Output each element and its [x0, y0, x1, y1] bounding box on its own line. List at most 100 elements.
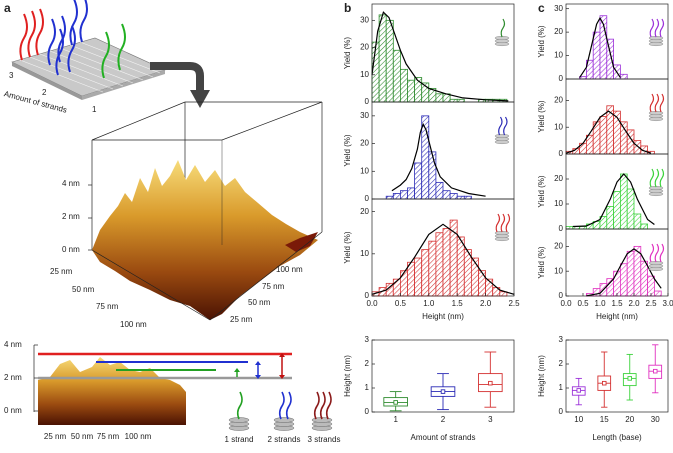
strand	[500, 18, 506, 38]
y-tick-label: 0	[559, 407, 564, 416]
y-label: 25 nm	[230, 315, 253, 324]
x-tick-label: 0.5	[577, 299, 589, 308]
bar	[442, 190, 451, 200]
x-tick-label: 2.0	[628, 299, 640, 308]
y-tick-label: 20	[360, 43, 369, 52]
bar	[620, 121, 628, 155]
strand-count: 2	[42, 88, 47, 97]
y-axis-label: Yield (%)	[343, 134, 352, 166]
strand	[654, 168, 660, 188]
y-tick-label: 20	[554, 27, 563, 36]
bar	[456, 195, 465, 200]
strand-icon	[648, 18, 665, 47]
z-label: 2 nm	[4, 373, 22, 382]
z-label: 4 nm	[62, 179, 80, 188]
bar	[633, 213, 642, 230]
strand	[649, 168, 655, 188]
strand	[649, 93, 655, 113]
y-tick-label: 30	[360, 15, 369, 24]
x-tick-label: 0.0	[560, 299, 572, 308]
bar	[592, 31, 601, 80]
strand	[649, 243, 655, 263]
y-tick-label: 1	[365, 383, 370, 392]
x-label: 50 nm	[71, 432, 94, 441]
strand-count: 3	[9, 71, 14, 80]
x-label: 100 nm	[125, 432, 152, 441]
x-tick-label: 20	[625, 415, 634, 424]
mean	[653, 368, 658, 374]
bar	[620, 73, 628, 80]
y-tick-label: 3	[559, 335, 564, 344]
y-tick-label: 10	[360, 70, 369, 79]
fit-curve	[391, 122, 486, 197]
x-tick-label: 2	[441, 415, 446, 424]
x-tick-label: 1.0	[423, 299, 435, 308]
y-tick-label: 10	[554, 266, 563, 275]
y-axis-label: Yield (%)	[537, 246, 546, 278]
plot-frame	[371, 198, 515, 297]
bar	[399, 190, 408, 200]
mean	[440, 389, 446, 394]
z-label: 2 nm	[62, 212, 80, 221]
z-label: 4 nm	[4, 340, 22, 349]
y-tick-label: 10	[360, 249, 369, 258]
x-tick-label: 30	[651, 415, 660, 424]
y-tick-label: 20	[554, 174, 563, 183]
x-axis-label: Height (nm)	[422, 312, 464, 321]
x-tick-label: 2.5	[508, 299, 520, 308]
strand-icon	[648, 168, 665, 196]
strand-icon	[494, 213, 511, 241]
bar	[599, 116, 608, 155]
y-tick-label: 3	[365, 335, 370, 344]
y-tick-label: 0	[365, 97, 370, 106]
bar	[586, 134, 594, 155]
strand-icon	[648, 93, 665, 121]
strand	[495, 213, 501, 233]
y-axis-label: Yield (%)	[343, 37, 352, 69]
y-tick-label: 10	[360, 166, 369, 175]
x-tick-label: 15	[600, 415, 609, 424]
bar	[399, 68, 408, 103]
x-tick-label: 1.5	[452, 299, 464, 308]
bar	[407, 79, 415, 103]
y-tick-label: 2	[365, 359, 370, 368]
strand	[659, 168, 665, 188]
bar	[414, 257, 423, 297]
fit-curve	[565, 110, 652, 154]
bar	[626, 250, 635, 297]
bar	[392, 193, 401, 200]
y-label: 50 nm	[248, 298, 271, 307]
y-axis-label: Yield (%)	[343, 231, 352, 263]
fit-curve	[586, 248, 662, 297]
bar	[449, 193, 458, 200]
schematic	[11, 0, 210, 108]
y-tick-label: 10	[554, 122, 563, 131]
legend-label: 2 strands	[268, 435, 301, 444]
bar	[435, 181, 444, 200]
bar	[449, 98, 458, 103]
strand-icon	[648, 243, 665, 272]
mean	[602, 380, 607, 386]
x-tick-label: 2.0	[480, 299, 492, 308]
strand	[498, 116, 503, 136]
bar	[620, 263, 628, 297]
bar	[478, 270, 486, 297]
y-axis-label: Yield (%)	[537, 100, 546, 132]
x-axis-label: Amount of strands	[411, 433, 476, 442]
plate	[494, 133, 510, 138]
bar	[428, 240, 437, 297]
bar	[613, 270, 621, 297]
bar	[414, 162, 423, 200]
x-tick-label: 10	[574, 415, 583, 424]
bar	[579, 226, 587, 230]
panel-label: b	[344, 1, 351, 15]
y-label: 75 nm	[262, 282, 285, 291]
strand	[503, 116, 508, 136]
y-axis-label: Yield (%)	[537, 175, 546, 207]
strand-icon	[494, 18, 510, 47]
bar	[633, 245, 642, 297]
y-tick-label: 10	[554, 51, 563, 60]
axis-label: Amount of strands	[3, 89, 68, 114]
x-tick-label: 0.5	[395, 299, 407, 308]
